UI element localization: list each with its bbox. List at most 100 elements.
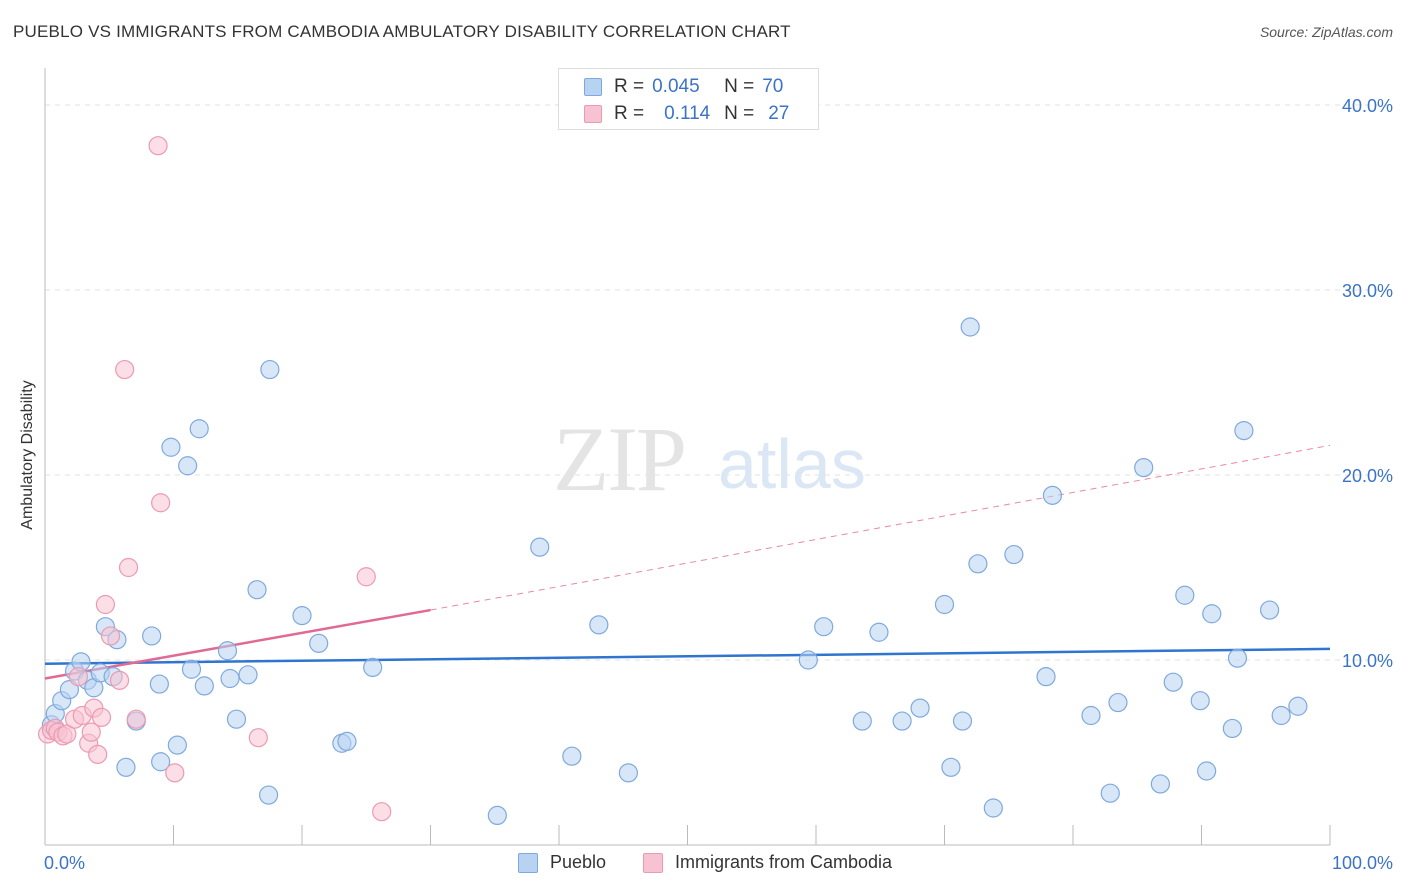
pueblo-point — [217, 641, 238, 661]
tick-labels: 10.0% 20.0% 30.0% 40.0% 0.0% 100.0% — [44, 96, 1393, 873]
pueblo-point — [1004, 544, 1024, 565]
source-label: Source: ZipAtlas.com — [1259, 24, 1393, 40]
gridlines — [45, 104, 1393, 661]
n-value: 27 — [768, 103, 790, 124]
cambodia-point — [91, 707, 112, 727]
cambodia-point — [57, 724, 77, 744]
pueblo-point — [292, 605, 312, 626]
cambodia-point — [68, 667, 89, 687]
trend-line — [44, 608, 431, 680]
cambodia-point — [372, 802, 392, 822]
pueblo-point — [260, 359, 280, 380]
cambodia-point — [95, 594, 115, 615]
r-value: 0.045 — [652, 76, 700, 97]
stats-legend: R = 0.045 N = 70 R = 0.114 N = 27 — [558, 68, 819, 130]
pueblo-point — [910, 698, 930, 718]
pueblo-point — [247, 580, 267, 600]
pueblo-point — [814, 617, 834, 637]
chart-title: PUEBLO VS IMMIGRANTS FROM CAMBODIA AMBUL… — [13, 22, 791, 41]
pueblo-point — [258, 785, 279, 805]
cambodia-point — [88, 744, 108, 764]
pueblo-point — [618, 763, 638, 783]
y-tick-label: 30.0% — [1342, 281, 1393, 301]
watermark-zip: ZIP — [553, 408, 685, 510]
pueblo-point — [941, 757, 961, 777]
cambodia-point — [81, 722, 101, 742]
pueblo-point — [1134, 458, 1154, 478]
pueblo-point — [968, 554, 988, 574]
pueblo-point — [1100, 783, 1120, 803]
data-points — [37, 136, 1308, 826]
cambodia-swatch — [584, 105, 602, 123]
cambodia-point — [100, 626, 121, 646]
pueblo-point — [1227, 648, 1248, 668]
trend-line-extension — [430, 444, 1331, 611]
pueblo-point — [530, 537, 550, 557]
cambodia-point — [115, 359, 135, 380]
pueblo-point — [226, 709, 247, 729]
pueblo-point — [116, 757, 136, 777]
pueblo-point — [220, 668, 240, 689]
pueblo-point — [189, 419, 209, 439]
stats-row-cambodia: R = 0.114 N = 27 — [584, 102, 789, 126]
stats-row-pueblo: R = 0.045 N = 70 — [584, 75, 783, 99]
pueblo-point — [869, 622, 889, 642]
y-tick-label: 40.0% — [1342, 96, 1393, 116]
pueblo-point — [1234, 421, 1254, 441]
y-tick-label: 10.0% — [1342, 651, 1393, 671]
r-value: 0.114 — [664, 103, 711, 124]
n-label: N = — [724, 76, 755, 97]
pueblo-swatch — [584, 78, 602, 96]
trend-lines — [44, 444, 1331, 680]
legend-label: Pueblo — [550, 852, 607, 872]
cambodia-point — [126, 709, 146, 729]
pueblo-point — [178, 456, 198, 476]
pueblo-point — [798, 650, 818, 670]
r-label: R = — [614, 76, 645, 97]
cambodia-swatch — [643, 852, 663, 873]
cambodia-point — [165, 763, 185, 783]
pueblo-point — [952, 711, 973, 731]
pueblo-point — [1081, 705, 1101, 726]
pueblo-point — [1222, 718, 1242, 739]
pueblo-point — [181, 659, 202, 679]
pueblo-point — [1197, 761, 1217, 781]
legend-item-pueblo[interactable]: Pueblo — [518, 852, 606, 873]
pueblo-point — [194, 676, 214, 696]
legend-label: Immigrants from Cambodia — [675, 852, 893, 872]
cambodia-point — [148, 136, 168, 156]
n-value: 70 — [762, 76, 784, 97]
pueblo-point — [238, 665, 258, 685]
legend-item-cambodia[interactable]: Immigrants from Cambodia — [643, 852, 892, 873]
pueblo-point — [960, 317, 980, 337]
pueblo-point — [983, 798, 1003, 818]
y-tick-label: 20.0% — [1342, 466, 1393, 486]
pueblo-point — [1288, 696, 1308, 716]
pueblo-point — [1202, 604, 1222, 624]
pueblo-point — [1190, 691, 1210, 711]
pueblo-point — [1108, 692, 1128, 713]
pueblo-point — [1260, 600, 1280, 620]
cambodia-point — [356, 567, 376, 587]
pueblo-point — [149, 674, 169, 694]
cambodia-point — [109, 670, 130, 690]
pueblo-swatch — [518, 852, 538, 873]
x-tick-label: 100.0% — [1332, 853, 1393, 873]
pueblo-point — [1042, 485, 1063, 505]
trend-line — [44, 647, 1331, 665]
cambodia-point — [118, 557, 139, 578]
pueblo-point — [363, 657, 383, 678]
series-legend: Pueblo Immigrants from Cambodia — [0, 852, 1406, 876]
pueblo-point — [161, 437, 181, 457]
watermark-atlas: atlas — [718, 425, 866, 503]
pueblo-point — [1036, 667, 1056, 687]
r-label: R = — [614, 103, 645, 124]
pueblo-point — [487, 805, 507, 826]
cambodia-point — [248, 728, 268, 748]
pueblo-point — [1271, 705, 1291, 726]
cambodia-point — [151, 493, 171, 513]
pueblo-point — [167, 735, 187, 755]
pueblo-point — [309, 633, 329, 653]
pueblo-point — [151, 752, 171, 772]
